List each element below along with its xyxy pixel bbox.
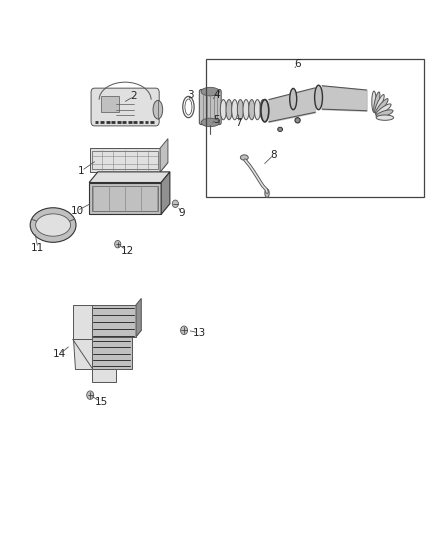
Circle shape xyxy=(87,391,94,399)
Ellipse shape xyxy=(375,99,388,114)
Text: 15: 15 xyxy=(95,397,108,407)
FancyBboxPatch shape xyxy=(91,88,159,126)
Bar xyxy=(101,96,119,112)
Ellipse shape xyxy=(295,118,300,123)
Text: 9: 9 xyxy=(179,208,185,219)
Polygon shape xyxy=(161,172,170,214)
Polygon shape xyxy=(89,182,161,214)
Ellipse shape xyxy=(290,88,297,110)
Text: 13: 13 xyxy=(193,328,206,338)
Text: 1: 1 xyxy=(78,166,85,176)
Polygon shape xyxy=(136,298,141,337)
Text: 14: 14 xyxy=(53,349,66,359)
Polygon shape xyxy=(92,330,141,337)
Ellipse shape xyxy=(265,189,269,197)
Ellipse shape xyxy=(201,87,219,96)
Ellipse shape xyxy=(237,100,244,120)
Ellipse shape xyxy=(260,100,266,120)
Ellipse shape xyxy=(278,127,283,132)
Text: 5: 5 xyxy=(213,115,220,125)
FancyBboxPatch shape xyxy=(199,90,221,125)
Ellipse shape xyxy=(232,100,238,120)
Polygon shape xyxy=(73,305,92,340)
Text: 11: 11 xyxy=(31,243,44,253)
Ellipse shape xyxy=(314,85,322,110)
Ellipse shape xyxy=(153,100,162,119)
Text: 10: 10 xyxy=(71,206,84,216)
Ellipse shape xyxy=(249,100,255,120)
Ellipse shape xyxy=(376,110,393,117)
Text: 6: 6 xyxy=(294,60,301,69)
Ellipse shape xyxy=(35,214,71,236)
Ellipse shape xyxy=(261,100,269,122)
Circle shape xyxy=(115,240,121,248)
Ellipse shape xyxy=(376,104,391,116)
Text: 4: 4 xyxy=(213,90,220,100)
Polygon shape xyxy=(92,305,136,337)
Ellipse shape xyxy=(243,100,249,120)
Ellipse shape xyxy=(372,91,376,112)
Bar xyxy=(206,59,424,197)
Text: 2: 2 xyxy=(131,91,137,101)
Polygon shape xyxy=(90,148,160,172)
Ellipse shape xyxy=(374,94,384,113)
Polygon shape xyxy=(160,139,168,172)
Polygon shape xyxy=(73,340,92,368)
Text: 3: 3 xyxy=(187,90,194,100)
Circle shape xyxy=(180,326,187,335)
Text: 8: 8 xyxy=(270,150,277,160)
Ellipse shape xyxy=(201,118,219,127)
Polygon shape xyxy=(89,172,170,182)
Bar xyxy=(92,151,158,169)
Ellipse shape xyxy=(30,208,76,243)
Ellipse shape xyxy=(254,100,261,120)
Ellipse shape xyxy=(240,155,248,160)
Ellipse shape xyxy=(374,92,380,112)
Circle shape xyxy=(172,200,178,207)
Text: 12: 12 xyxy=(121,246,134,255)
Ellipse shape xyxy=(220,100,226,120)
Polygon shape xyxy=(92,337,132,368)
Ellipse shape xyxy=(376,115,394,120)
Ellipse shape xyxy=(226,100,232,120)
Bar xyxy=(92,186,158,211)
Polygon shape xyxy=(92,368,117,382)
Polygon shape xyxy=(90,163,168,172)
Text: 7: 7 xyxy=(235,118,242,128)
